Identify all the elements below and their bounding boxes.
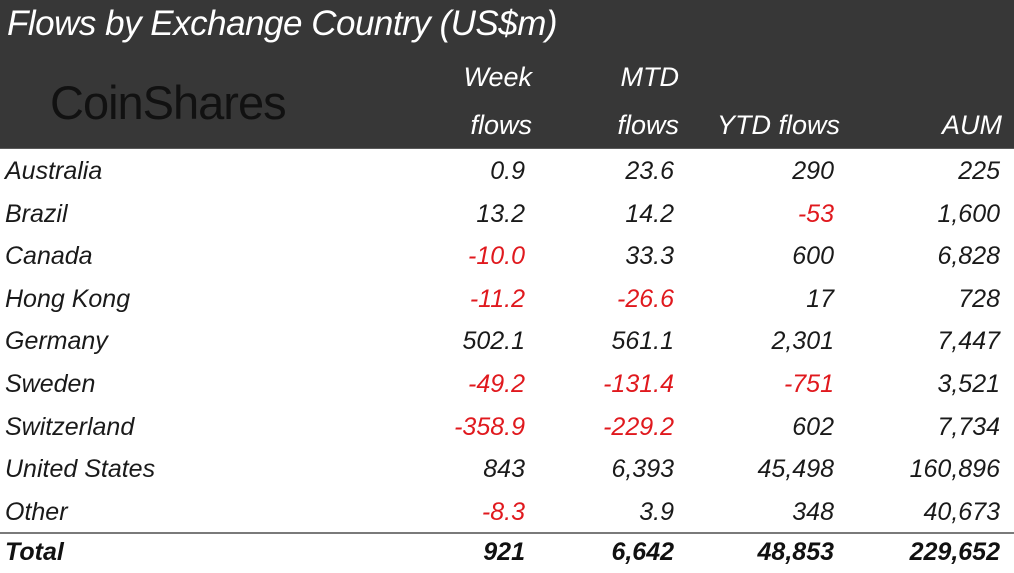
page-title: Flows by Exchange Country (US$m) <box>7 4 558 43</box>
table-row: Australia 0.9 23.6 290 225 <box>0 150 1014 192</box>
cell-name: Australia <box>5 157 103 185</box>
coinshares-logo: CoinShares <box>50 76 287 129</box>
table-header: Flows by Exchange Country (US$m) CoinSha… <box>0 0 1014 149</box>
cell-week: 13.2 <box>476 199 525 228</box>
cell-aum: 728 <box>958 284 1000 313</box>
cell-ytd: -751 <box>783 370 834 398</box>
cell-ytd: 2,301 <box>771 327 834 356</box>
cell-ytd: -53 <box>797 199 834 228</box>
table-row: Sweden -49.2 -131.4 -751 3,521 <box>0 363 1014 405</box>
cell-name: Brazil <box>5 199 68 228</box>
cell-mtd: 6,393 <box>611 455 674 484</box>
cell-ytd: 45,498 <box>757 455 834 484</box>
cell-aum: 40,673 <box>923 497 1000 526</box>
cell-week: -49.2 <box>468 370 525 398</box>
col-aum: AUM <box>942 110 1002 140</box>
cell-aum: 7,447 <box>937 327 1000 356</box>
cell-week: -11.2 <box>469 284 525 313</box>
cell-mtd: 23.6 <box>625 157 674 185</box>
cell-week: 843 <box>483 455 525 484</box>
total-row: Total 921 6,642 48,853 229,652 <box>0 531 1014 573</box>
col-mtd-line2: flows <box>617 110 679 140</box>
table-row: Canada -10.0 33.3 600 6,828 <box>0 235 1014 277</box>
cell-aum: 7,734 <box>937 412 1000 441</box>
cell-mtd: -26.6 <box>617 284 674 313</box>
cell-name: Sweden <box>5 370 96 398</box>
col-mtd-line1: MTD <box>620 62 679 92</box>
cell-week: 0.9 <box>490 157 525 185</box>
total-week: 921 <box>483 538 525 566</box>
total-aum: 229,652 <box>909 538 1000 566</box>
cell-mtd: 3.9 <box>639 497 674 526</box>
total-ytd: 48,853 <box>757 538 834 566</box>
cell-aum: 3,521 <box>937 370 1000 398</box>
cell-name: Germany <box>5 327 108 356</box>
cell-aum: 1,600 <box>937 199 1000 228</box>
table-row: Other -8.3 3.9 348 40,673 <box>0 491 1014 533</box>
table-row: Brazil 13.2 14.2 -53 1,600 <box>0 193 1014 235</box>
cell-mtd: -229.2 <box>603 412 674 441</box>
cell-ytd: 348 <box>792 497 834 526</box>
cell-mtd: -131.4 <box>603 370 674 398</box>
total-mtd: 6,642 <box>611 538 674 566</box>
cell-week: -8.3 <box>481 497 525 526</box>
table-row: United States 843 6,393 45,498 160,896 <box>0 448 1014 490</box>
total-divider <box>0 532 1014 534</box>
table-row: Germany 502.1 561.1 2,301 7,447 <box>0 320 1014 362</box>
cell-aum: 225 <box>958 157 1000 185</box>
cell-week: -358.9 <box>454 412 525 441</box>
cell-ytd: 290 <box>792 157 834 185</box>
cell-aum: 160,896 <box>909 455 1000 484</box>
cell-mtd: 561.1 <box>611 327 674 356</box>
cell-aum: 6,828 <box>937 242 1000 271</box>
cell-ytd: 602 <box>792 412 834 441</box>
table-row: Hong Kong -11.2 -26.6 17 728 <box>0 278 1014 320</box>
cell-week: 502.1 <box>462 327 525 356</box>
cell-name: Canada <box>5 242 93 271</box>
cell-ytd: 17 <box>806 284 834 313</box>
cell-name: Switzerland <box>5 412 135 441</box>
cell-mtd: 14.2 <box>625 199 674 228</box>
cell-mtd: 33.3 <box>625 242 674 271</box>
col-week-line1: Week <box>463 62 532 92</box>
col-ytd: YTD flows <box>716 110 840 140</box>
total-label: Total <box>5 538 64 566</box>
cell-name: United States <box>5 455 156 484</box>
col-week-line2: flows <box>470 110 532 140</box>
cell-week: -10.0 <box>468 242 525 271</box>
cell-name: Hong Kong <box>5 284 131 313</box>
cell-name: Other <box>5 497 68 526</box>
table-row: Switzerland -358.9 -229.2 602 7,734 <box>0 406 1014 448</box>
cell-ytd: 600 <box>792 242 834 271</box>
